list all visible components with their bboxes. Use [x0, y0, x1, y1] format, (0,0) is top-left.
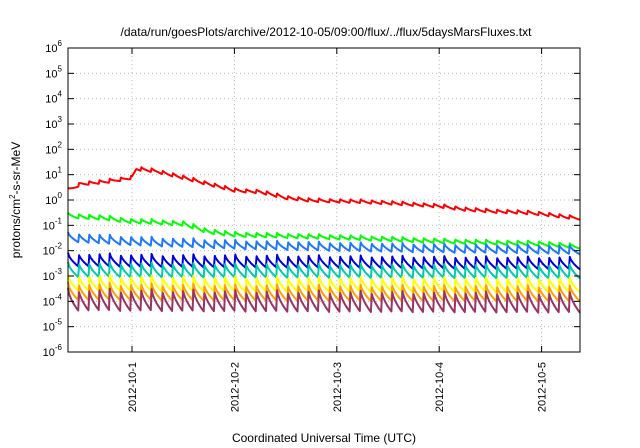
- x-tick-label: 2012-10-4: [434, 362, 446, 412]
- series-line: [67, 252, 581, 271]
- x-tick-label: 2012-10-1: [127, 362, 139, 412]
- chart-title: /data/run/goesPlots/archive/2012-10-05/0…: [121, 25, 533, 39]
- y-tick-label: 10-3: [43, 267, 63, 283]
- y-tick-label: 10-1: [43, 216, 63, 232]
- x-axis: 2012-10-1 2012-10-2 2012-10-3 2012-10-4 2012…: [127, 48, 549, 412]
- series-line: [67, 166, 581, 221]
- series-line: [67, 287, 581, 314]
- series-line: [67, 231, 581, 256]
- series-line: [67, 282, 581, 303]
- y-tick-label: 100: [45, 191, 62, 207]
- y-tick-label: 104: [45, 90, 62, 106]
- y-tick-label: 101: [45, 166, 62, 182]
- series-line: [67, 212, 581, 250]
- x-tick-label: 2012-10-3: [332, 362, 344, 412]
- y-tick-label: 10-4: [43, 292, 63, 308]
- y-tick-label: 10-5: [43, 318, 63, 334]
- x-tick-label: 2012-10-2: [229, 362, 241, 412]
- y-tick-label: 102: [45, 140, 62, 156]
- y-axis: 10-6 10-5 10-4 10-3 10-2 10-1 100 101 102 103 104 1…: [43, 39, 580, 359]
- series-group: [67, 166, 581, 314]
- series-line: [67, 273, 581, 294]
- y-tick-label: 103: [45, 115, 62, 131]
- x-tick-label: 2012-10-5: [537, 362, 549, 412]
- series-line: [67, 261, 581, 280]
- y-tick-label: 106: [45, 39, 62, 55]
- y-tick-label: 10-6: [43, 343, 63, 359]
- y-axis-title: protons/cm2-s-sr-MeV: [8, 142, 23, 258]
- y-tick-label: 105: [45, 64, 62, 80]
- y-tick-label: 10-2: [43, 242, 63, 258]
- x-axis-title: Coordinated Universal Time (UTC): [232, 431, 416, 445]
